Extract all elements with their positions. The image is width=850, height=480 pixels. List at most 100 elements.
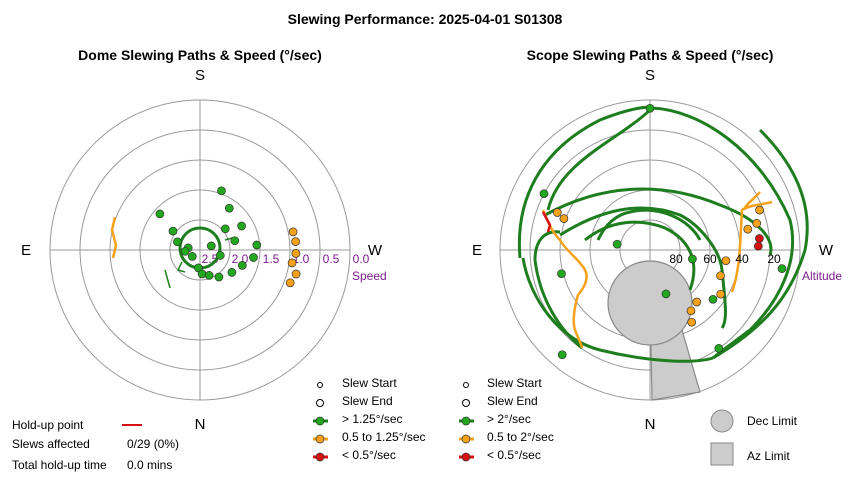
scope-compass-left: E [472,242,482,259]
scope-legend-slew-start: Slew Start [487,376,542,390]
dome-point [215,251,225,260]
scope-fast-path-2 [712,128,809,360]
dome-grid [49,99,351,401]
dome-polar-chart: Dome Slewing Paths & Speed (°/sec) S N E… [21,47,387,433]
scope-point [557,269,566,279]
scope-limits [607,260,701,401]
legend-medium-marker [315,434,325,444]
dome-point [220,224,230,234]
scope-compass-right: W [819,242,834,259]
scope-fast-path-4 [559,206,727,329]
dome-point [168,226,178,236]
dome-point [230,236,240,246]
scope-legend-fast: > 2°/sec [487,412,531,426]
scope-point [755,234,764,243]
dome-paths [110,216,233,289]
scope-point [687,317,697,327]
scope-point [716,289,726,299]
dome-legend-slew-start: Slew Start [342,376,397,390]
dome-point [237,261,247,270]
scope-point [708,294,718,304]
dome-points [155,186,301,288]
scope-fast-path-7 [596,208,702,241]
slews-affected-value: 0/29 (0%) [127,437,179,451]
scope-legend-slow: < 0.5°/sec [487,448,541,462]
scope-fast-path-0 [517,105,655,259]
dec-limit-label: Dec Limit [747,414,798,428]
dome-point [224,203,234,213]
main-title: Slewing Performance: 2025-04-01 S01308 [288,11,563,27]
scope-polar-chart: Scope Slewing Paths & Speed (°/sec) S N … [472,47,842,433]
scope-medium-path-0 [541,209,588,349]
dome-tick-label: 1.5 [263,252,280,266]
scope-point [743,224,753,234]
total-holdup-value: 0.0 mins [127,458,172,472]
dome-point [291,249,301,258]
scope-legend-slew-start-marker [463,382,469,388]
scope-fast-path-1 [651,106,795,360]
scope-medium-path-2 [742,191,761,211]
holdup-summary: Hold-up point Slews affected 0/29 (0%) T… [12,418,179,472]
dome-legend-medium: 0.5 to 1.25°/sec [342,430,426,444]
dome-medium-path [110,216,118,259]
scope-legend: Slew Start Slew End > 2°/sec 0.5 to 2°/s… [459,376,798,466]
scope-fast-path-5 [584,220,696,291]
dome-point [206,241,216,251]
dome-radial-label: Speed [352,269,387,283]
dec-limit-shape [607,260,693,346]
dome-legend-slow: < 0.5°/sec [342,448,396,462]
scope-legend-slew-end-marker [462,399,470,407]
grid-ring-3 [79,129,321,371]
grid-ring-4 [49,99,351,401]
scope-point [752,219,762,228]
dome-compass-left: E [21,242,31,259]
dome-point [288,227,298,237]
scope-point [539,189,549,199]
scope-legend-medium: 0.5 to 2°/sec [487,430,554,444]
dome-point [197,269,207,279]
scope-fast-path-8 [521,257,714,363]
scope-point [716,271,725,281]
scope-slow-path [541,211,552,233]
scope-point [688,254,697,264]
scope-point [777,264,787,273]
scope-compass-bottom: N [645,416,656,433]
dec-limit-icon [710,409,734,433]
grid-ring-1 [139,189,261,311]
dome-point [217,186,226,196]
scope-legend-medium-marker [461,434,471,444]
scope-point [721,256,731,266]
dome-point [227,268,237,277]
scope-point [753,241,763,251]
scope-points [539,103,787,360]
legend-fast-marker [315,416,325,426]
grid-ring-0 [169,219,231,281]
dome-compass-bottom: N [195,416,206,433]
scope-radial-ticks: 80 60 40 20 [669,252,781,266]
scope-tick-label: 20 [767,252,781,266]
dome-point [173,237,182,247]
dome-point [214,272,224,282]
legend-slew-start-marker [317,382,323,388]
scope-legend-slew-end: Slew End [487,394,538,408]
scope-paths [517,105,809,363]
scope-fast-path-3 [544,187,773,256]
dome-legend: Slew Start Slew End > 1.25°/sec 0.5 to 1… [313,376,426,462]
scope-point [552,208,562,217]
scope-tick-label: 60 [703,252,717,266]
scope-point [559,214,569,223]
dome-tick-label: 0.5 [323,252,340,266]
scope-point [755,205,764,215]
scope-point [686,306,696,316]
scope-legend-slow-marker [461,452,471,462]
dome-point [237,221,246,231]
dome-point [204,271,214,280]
dome-point [155,209,165,219]
slews-affected-label: Slews affected [12,437,90,451]
dome-compass-right: W [368,242,383,259]
total-holdup-label: Total hold-up time [12,458,107,472]
scope-point [557,350,567,360]
scope-chart-title: Scope Slewing Paths & Speed (°/sec) [527,47,774,63]
dome-point [291,269,301,279]
